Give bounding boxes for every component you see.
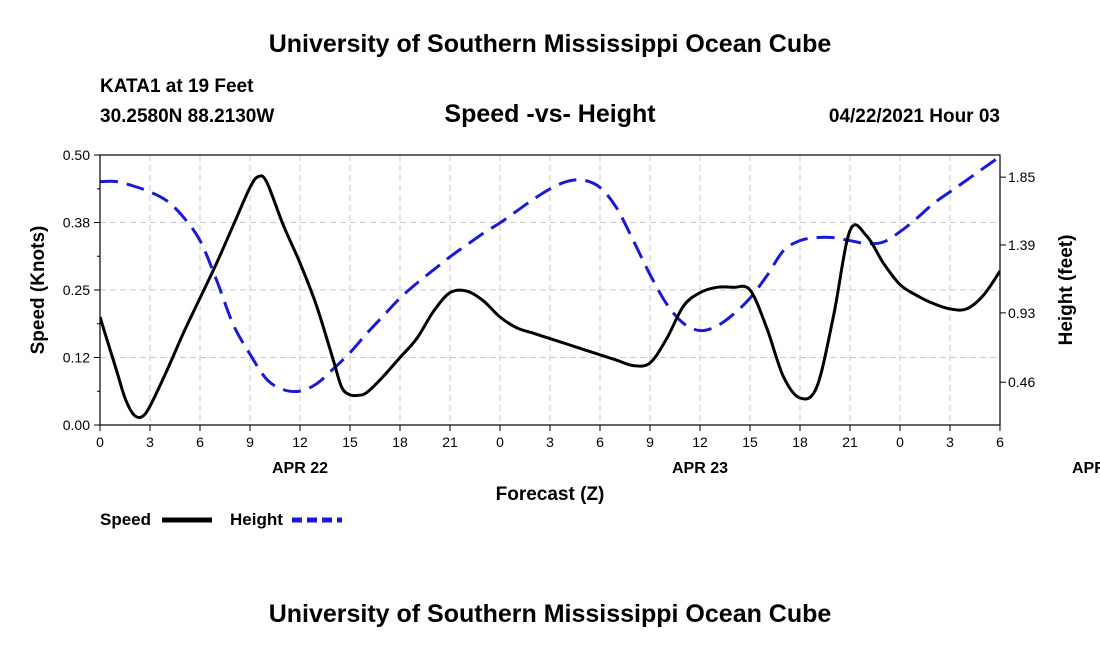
x-tick-label: 6 [996,434,1004,450]
x-tick-label: 6 [196,434,204,450]
x-tick-label: 15 [742,434,758,450]
y2-tick-label: 1.85 [1008,169,1035,185]
x-tick-label: 6 [596,434,604,450]
station-coordinates: 30.2580N 88.2130W [100,106,275,127]
date-label: APR 23 [672,460,728,477]
y2-tick-label: 0.46 [1008,374,1035,390]
x-tick-label: 9 [246,434,254,450]
x-tick-label: 18 [792,434,808,450]
station-label: KATA1 at 19 Feet [100,76,254,97]
date-label: APR 22 [272,460,328,477]
y2-tick-label: 1.39 [1008,237,1035,253]
x-tick-label: 0 [896,434,904,450]
x-axis-label: Forecast (Z) [496,484,605,505]
chart-title: Speed -vs- Height [444,100,656,128]
x-tick-label: 15 [342,434,358,450]
x-tick-label: 12 [692,434,708,450]
x-tick-label: 21 [842,434,858,450]
speed-series-line [100,174,1000,420]
legend: Speed Height [100,510,342,529]
height-series-line [100,155,1000,394]
x-tick-label: 0 [96,434,104,450]
x-tick-label: 9 [646,434,654,450]
x-tick-label: 0 [496,434,504,450]
y2-axis-label: Height (feet) [1056,235,1077,346]
legend-height-label: Height [230,510,283,529]
x-tick-label: 18 [392,434,408,450]
y-tick-label: 0.00 [63,417,90,433]
y-tick-label: 0.38 [63,215,90,231]
x-tick-label: 3 [946,434,954,450]
y-tick-label: 0.25 [63,282,90,298]
x-tick-label: 3 [146,434,154,450]
legend-speed-label: Speed [100,510,151,529]
forecast-timestamp: 04/22/2021 Hour 03 [828,106,1000,127]
y2-tick-label: 0.93 [1008,305,1035,321]
date-label: APR 24 [1072,460,1100,477]
x-tick-label: 21 [442,434,458,450]
page-title: University of Southern Mississippi Ocean… [268,30,832,58]
x-tick-label: 3 [546,434,554,450]
series-lines [100,155,1000,420]
x-tick-label: 12 [292,434,308,450]
y-tick-label: 0.50 [63,147,90,163]
axes: 0 3 6 9 12 15 18 21 0 3 6 9 12 15 18 21 0 3 6 0.00 0.12 0.25 0… [63,147,1100,477]
y-axis-label: Speed (Knots) [28,226,49,355]
grid [100,155,1000,425]
footer-title: University of Southern Mississippi Ocean… [268,600,832,628]
y-tick-label: 0.12 [63,350,90,366]
